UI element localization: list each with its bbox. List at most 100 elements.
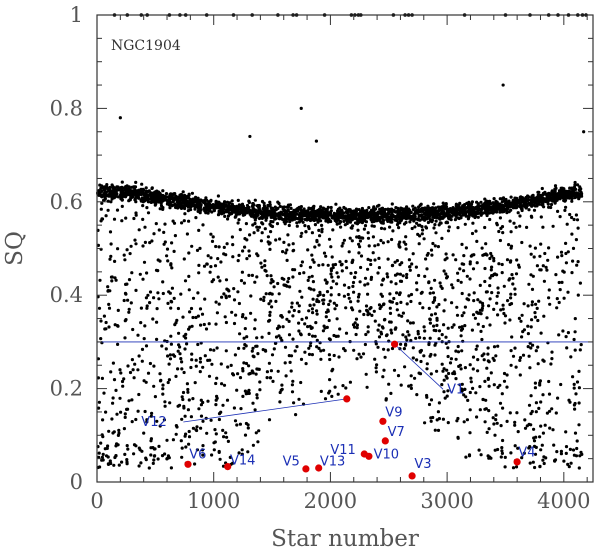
field-star-point [488, 323, 492, 327]
field-star-point [241, 369, 245, 373]
field-star-point [381, 241, 385, 245]
field-star-point [267, 418, 272, 422]
field-star-point [187, 429, 191, 434]
field-star-point [334, 334, 338, 338]
field-star-point [278, 216, 282, 220]
field-star-point [496, 207, 500, 211]
field-star-point [184, 336, 188, 340]
field-star-point [169, 192, 173, 196]
field-star-point [207, 205, 211, 209]
field-star-point [431, 241, 435, 246]
field-star-point [222, 252, 226, 256]
field-star-point [390, 346, 395, 351]
field-star-point [144, 456, 148, 460]
field-star-point [227, 294, 231, 298]
field-star-point [292, 215, 296, 219]
field-star-point [509, 363, 513, 367]
field-star-point [427, 281, 431, 285]
variable-star-point [360, 450, 368, 458]
field-star-point [221, 403, 225, 407]
field-star-point [282, 240, 286, 244]
field-star-point [449, 214, 453, 218]
field-star-point [377, 323, 381, 327]
field-star-point [511, 466, 516, 470]
field-star-point [484, 407, 488, 411]
field-star-point [507, 278, 511, 282]
field-star-point [415, 393, 419, 397]
field-star-point [257, 225, 261, 229]
field-star-point [161, 383, 165, 387]
field-star-point [576, 226, 580, 230]
field-star-point [148, 241, 152, 245]
field-star-point [401, 214, 406, 219]
field-star-point [139, 461, 143, 465]
field-star-point [425, 395, 429, 399]
axis-ticks [96, 14, 593, 483]
field-star-point [433, 244, 437, 248]
field-star-point [526, 324, 530, 328]
field-star-point [352, 290, 356, 294]
field-star-point [191, 296, 196, 300]
field-star-point [246, 426, 250, 430]
field-star-point [531, 193, 535, 197]
field-star-point [199, 323, 203, 327]
field-star-point [377, 266, 381, 270]
field-star-point [428, 291, 432, 295]
field-star-point [338, 260, 342, 264]
field-star-point [148, 301, 152, 305]
field-star-point [338, 327, 342, 331]
field-star-point [501, 83, 505, 87]
field-star-point [290, 305, 294, 309]
field-star-point [307, 309, 311, 313]
field-star-point [462, 311, 466, 315]
field-star-point [210, 239, 215, 243]
field-star-point [528, 244, 532, 248]
field-star-point [430, 220, 434, 224]
field-star-point [475, 415, 479, 419]
field-star-point [270, 278, 274, 282]
field-star-point [187, 288, 191, 292]
field-star-point [289, 206, 293, 210]
field-star-point [99, 319, 103, 323]
field-star-point [353, 212, 357, 216]
field-star-point [487, 427, 491, 431]
field-star-point [146, 211, 151, 215]
field-star-point [429, 416, 433, 420]
variable-star-point [381, 437, 389, 445]
field-star-point [262, 298, 266, 303]
field-star-point [483, 420, 487, 424]
field-star-point [422, 354, 426, 358]
field-star-point [577, 369, 581, 373]
field-star-point [471, 221, 475, 225]
field-star-point [484, 211, 488, 215]
field-star-point [103, 185, 108, 189]
field-star-point [413, 217, 418, 221]
field-star-point [486, 376, 490, 380]
field-star-point [224, 278, 229, 282]
field-star-point [303, 322, 307, 326]
field-star-point [347, 250, 351, 254]
field-star-point [532, 436, 536, 440]
field-star-point [330, 275, 334, 279]
field-star-point [100, 194, 104, 198]
field-star-point [465, 297, 469, 301]
field-star-point [249, 311, 253, 315]
field-star-point [499, 204, 503, 208]
field-star-point [270, 224, 275, 229]
field-star-point [115, 188, 119, 192]
field-star-point [572, 217, 576, 222]
field-star-point [312, 303, 316, 307]
field-star-point [505, 419, 509, 423]
field-star-point [373, 244, 377, 248]
field-star-point [572, 191, 576, 195]
field-star-point [474, 229, 478, 233]
field-star-point [149, 414, 153, 418]
field-star-point [488, 284, 492, 288]
field-star-point [481, 397, 485, 402]
field-star-point [401, 311, 405, 315]
field-star-point [253, 280, 257, 284]
field-star-point [132, 452, 136, 456]
field-star-point [232, 287, 236, 291]
field-star-point [236, 259, 240, 263]
field-star-point [199, 398, 203, 402]
